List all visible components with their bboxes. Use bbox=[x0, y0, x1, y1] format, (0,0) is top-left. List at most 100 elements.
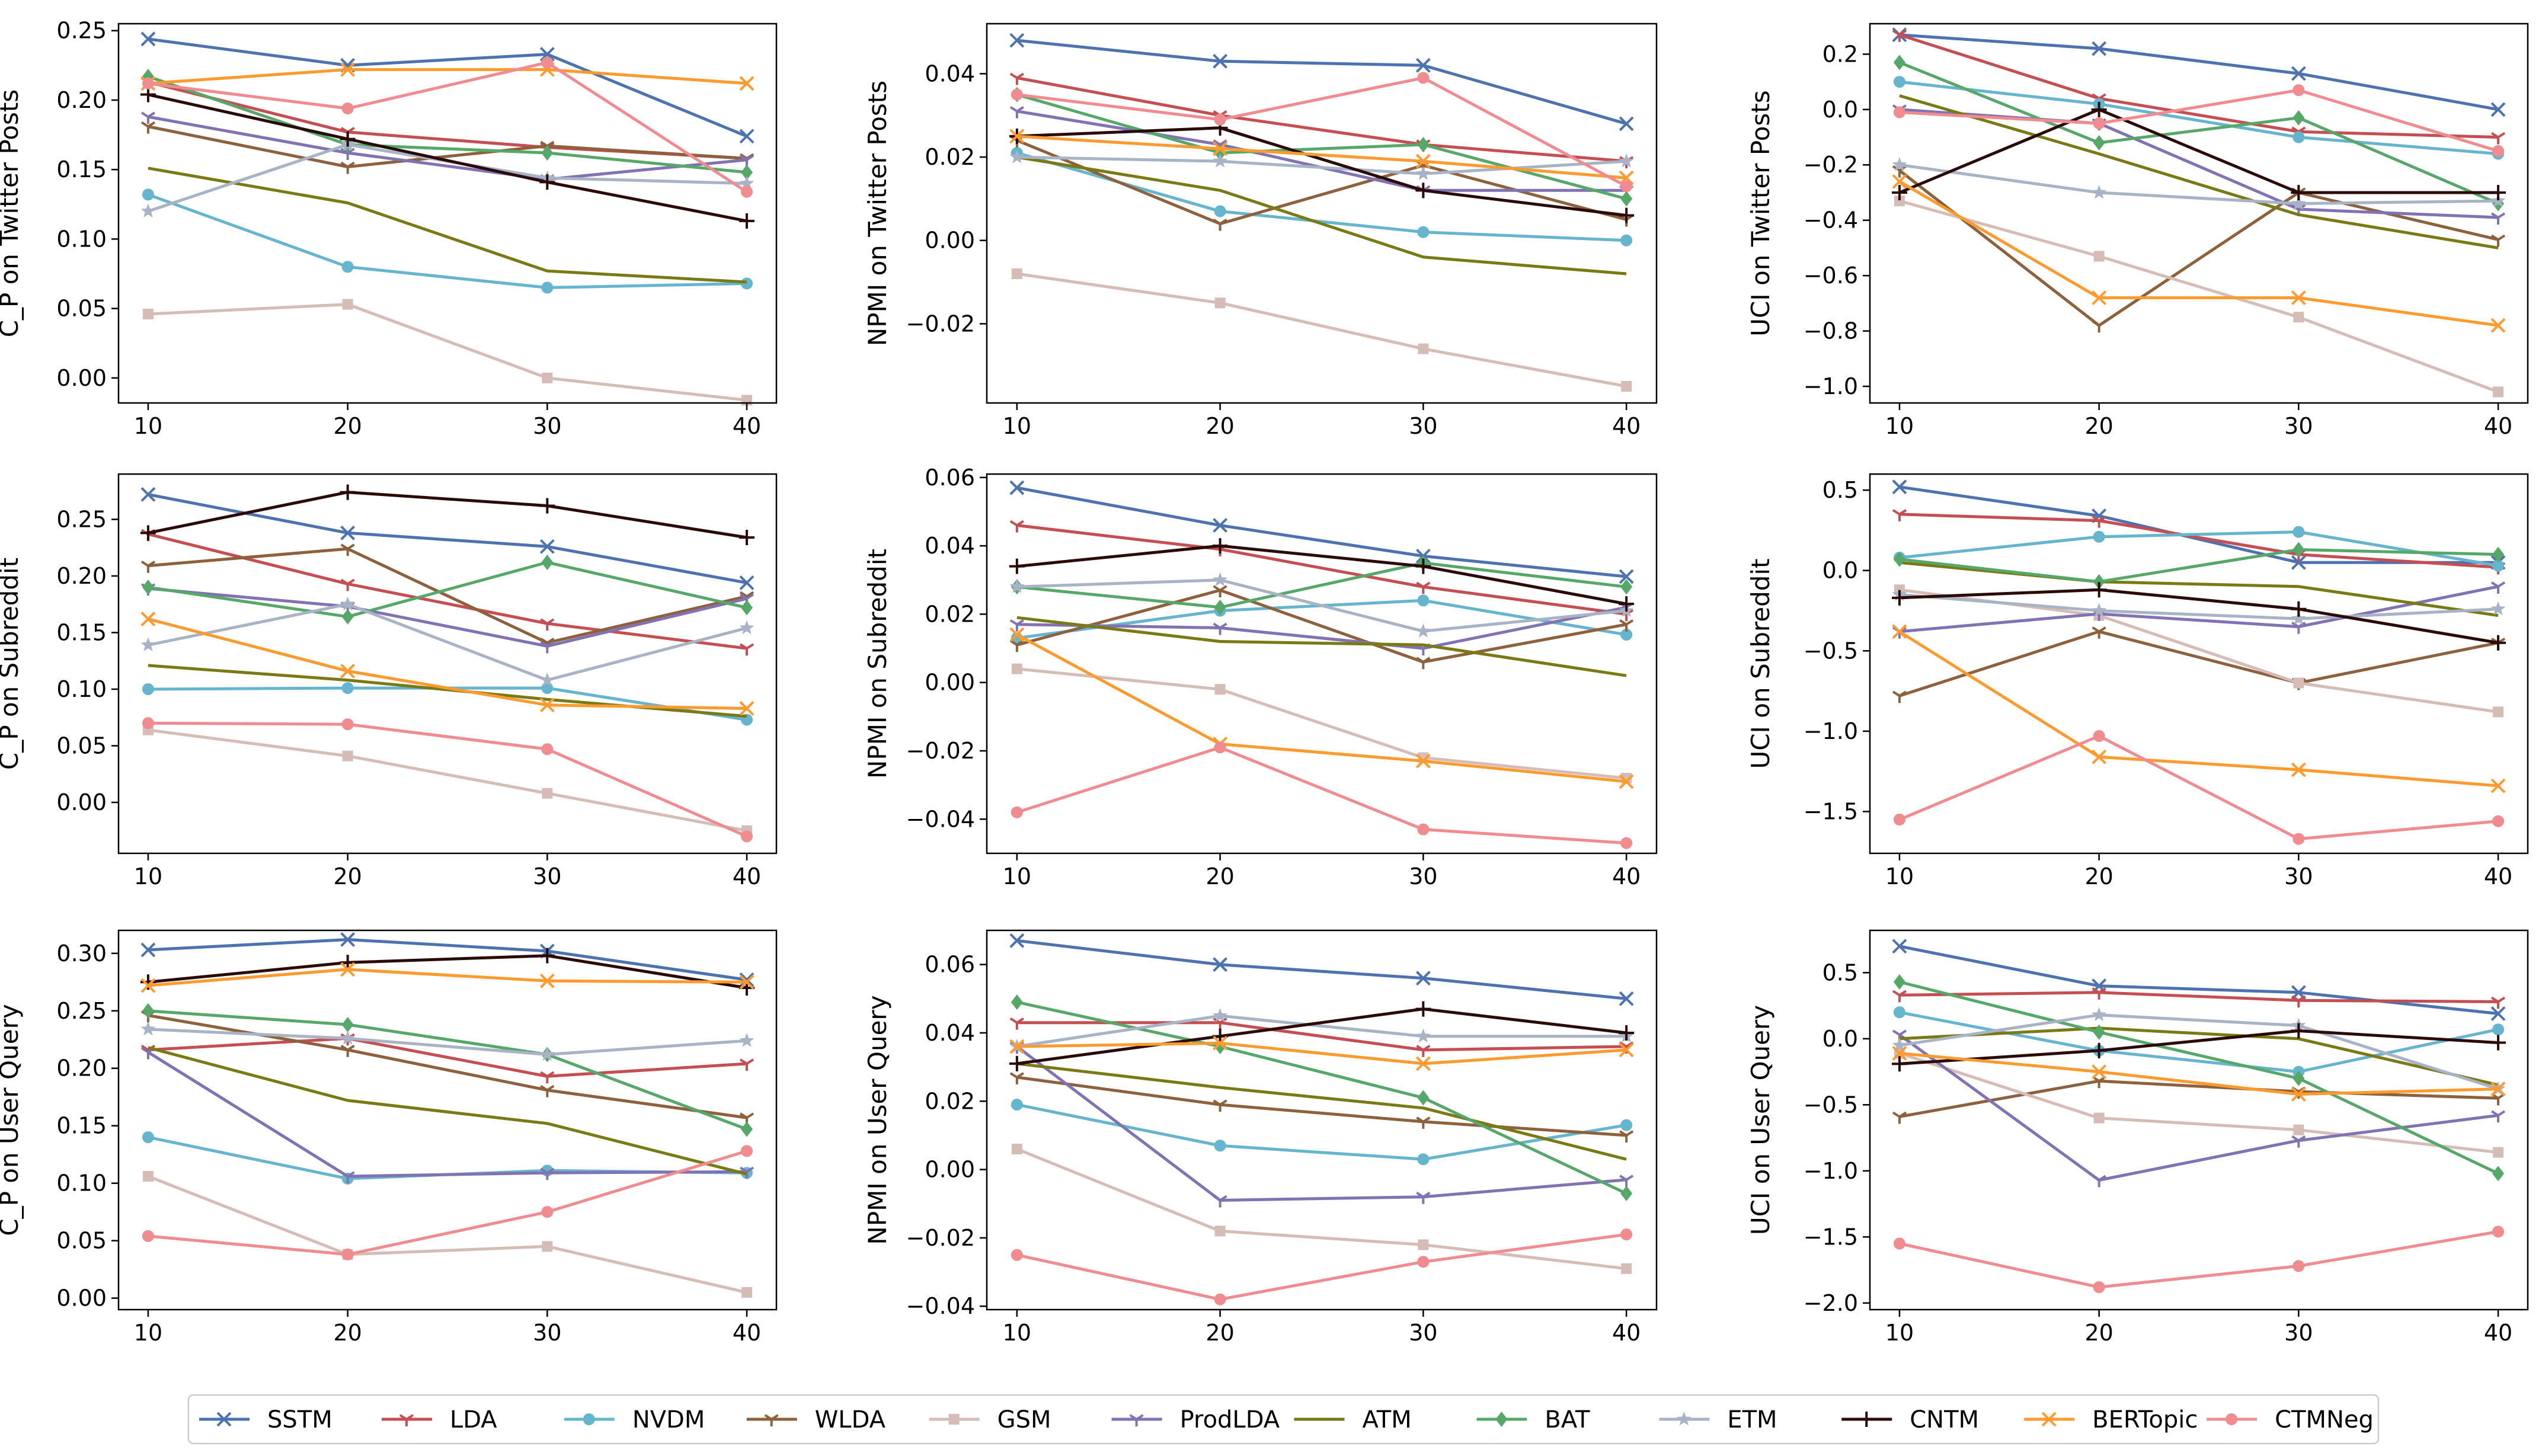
data-point bbox=[2292, 1260, 2305, 1272]
data-point bbox=[2292, 833, 2305, 845]
series-line bbox=[148, 532, 747, 650]
series-atm bbox=[148, 1046, 747, 1176]
series-line bbox=[1016, 588, 1627, 664]
series-line bbox=[1899, 548, 2499, 584]
x-tick-label: 20 bbox=[1206, 413, 1234, 439]
series-gsm bbox=[1011, 1144, 1632, 1274]
data-point bbox=[1213, 1008, 1227, 1022]
data-point bbox=[1620, 1228, 1633, 1241]
data-point bbox=[1009, 520, 1024, 533]
y-tick-label: 0.00 bbox=[925, 1157, 975, 1183]
x-tick-label: 40 bbox=[2484, 1320, 2512, 1346]
data-point bbox=[1892, 157, 1907, 171]
series-line bbox=[1016, 39, 1627, 126]
y-tick-label: 0.02 bbox=[925, 601, 975, 627]
series-ctmneg bbox=[1011, 1228, 1633, 1305]
data-point bbox=[1416, 1028, 1431, 1043]
y-tick-label: 0.20 bbox=[56, 1055, 107, 1081]
series-prodlda bbox=[1892, 104, 2506, 225]
data-point bbox=[739, 1033, 754, 1047]
legend-entry-etm: ETM bbox=[1659, 1406, 1777, 1433]
data-point bbox=[1011, 1249, 1023, 1261]
data-point bbox=[741, 1145, 753, 1157]
x-tick-label: 10 bbox=[1003, 1320, 1031, 1346]
series-bertopic bbox=[140, 962, 754, 993]
data-point bbox=[2091, 582, 2107, 598]
data-point bbox=[2291, 611, 2306, 625]
data-point bbox=[140, 637, 156, 651]
y-tick-label: 0.0 bbox=[1822, 1026, 1858, 1052]
data-point bbox=[1009, 1072, 1024, 1084]
data-point bbox=[1417, 1256, 1430, 1268]
series-gsm bbox=[1011, 268, 1632, 392]
data-point bbox=[541, 555, 554, 571]
series-gsm bbox=[142, 299, 753, 406]
series-line bbox=[1016, 1000, 1627, 1195]
data-point bbox=[2490, 318, 2506, 333]
data-point bbox=[1214, 297, 1226, 309]
legend-entry-ctmneg: CTMNeg bbox=[2207, 1406, 2374, 1433]
series-line bbox=[1898, 180, 2499, 327]
series-line bbox=[147, 1051, 747, 1178]
data-point bbox=[1893, 551, 1905, 567]
data-point bbox=[2492, 546, 2505, 562]
y-tick-label: −0.04 bbox=[906, 806, 975, 832]
data-point bbox=[1415, 558, 1431, 574]
data-point bbox=[1416, 1045, 1431, 1057]
y-axis-label: C_P on Subreddit bbox=[0, 558, 24, 770]
data-point bbox=[1011, 994, 1023, 1010]
data-point bbox=[739, 76, 754, 91]
data-point bbox=[1009, 480, 1025, 495]
data-point bbox=[2492, 1225, 2505, 1238]
series-line bbox=[1016, 1007, 1627, 1065]
data-point bbox=[741, 1287, 753, 1298]
y-tick-label: 0.2 bbox=[1822, 41, 1858, 67]
data-point bbox=[2490, 1035, 2506, 1051]
series-line bbox=[148, 1009, 747, 1131]
data-point bbox=[2492, 559, 2505, 572]
data-point bbox=[1011, 1144, 1022, 1155]
y-tick-label: −1.0 bbox=[1804, 718, 1858, 744]
plot-frame bbox=[117, 23, 778, 404]
data-point bbox=[741, 185, 753, 198]
data-point bbox=[140, 974, 156, 990]
y-tick-label: 0.10 bbox=[56, 226, 107, 252]
data-point bbox=[1892, 174, 1907, 189]
data-point bbox=[1213, 1195, 1227, 1208]
series-atm bbox=[1899, 561, 2499, 617]
series-ctmneg bbox=[142, 1145, 753, 1260]
series-line bbox=[148, 1046, 747, 1176]
data-point bbox=[1416, 166, 1431, 180]
data-point bbox=[340, 1171, 355, 1184]
x-tick-label: 30 bbox=[1409, 863, 1437, 889]
data-point bbox=[1009, 106, 1024, 119]
data-point bbox=[1214, 741, 1226, 754]
data-point bbox=[340, 578, 355, 591]
data-point bbox=[2490, 184, 2506, 200]
series-lda bbox=[1892, 987, 2506, 1009]
data-point bbox=[1415, 971, 1431, 986]
data-point bbox=[2291, 1023, 2307, 1039]
series-line bbox=[1016, 633, 1627, 783]
data-point bbox=[2291, 184, 2307, 200]
series-cntm bbox=[140, 87, 755, 229]
data-point bbox=[340, 596, 355, 611]
legend-entry-bertopic: BERTopic bbox=[2024, 1406, 2198, 1433]
data-point bbox=[2490, 132, 2506, 145]
data-point bbox=[2092, 185, 2106, 199]
data-point bbox=[340, 148, 355, 161]
panel-9: 10 20 30 40 −2.0 −1.5 −1.0 −0.5 0.0 0.5 UCI on Use… bbox=[1746, 929, 2529, 1346]
series-lda bbox=[140, 529, 754, 656]
series-wlda bbox=[1009, 585, 1634, 670]
legend-entry-lda: LDA bbox=[381, 1406, 497, 1433]
data-point bbox=[1891, 1056, 1907, 1072]
series-nvdm bbox=[1011, 1099, 1633, 1166]
plot-frame bbox=[117, 473, 778, 855]
y-axis-label: C_P on User Query bbox=[0, 1004, 24, 1236]
y-tick-label: 0.30 bbox=[56, 940, 107, 967]
series-ctmneg bbox=[1893, 1225, 2505, 1294]
series-line bbox=[1899, 1230, 2499, 1289]
series-line bbox=[148, 491, 747, 539]
data-point bbox=[540, 1084, 555, 1097]
data-point bbox=[140, 561, 156, 573]
